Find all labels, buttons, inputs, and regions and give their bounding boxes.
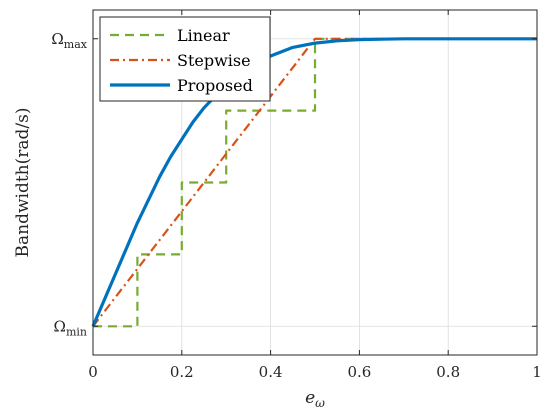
x-axis-label: eω — [305, 388, 325, 410]
x-tick-label: 0 — [88, 363, 98, 381]
series-line-linear — [93, 37, 537, 328]
legend: Linear Stepwise Proposed — [99, 16, 271, 102]
x-tick-label: 0.6 — [347, 363, 371, 381]
legend-label-stepwise: Stepwise — [177, 51, 251, 70]
x-tick-label: 1 — [532, 363, 542, 381]
y-tick-label: Ωmax — [51, 30, 87, 51]
legend-label-proposed: Proposed — [177, 76, 253, 95]
x-tick-label: 0.8 — [436, 363, 460, 381]
axes-frame — [92, 9, 538, 356]
legend-label-linear: Linear — [177, 26, 230, 45]
x-tick-label: 0.4 — [259, 363, 283, 381]
legend-box — [99, 16, 271, 102]
axis-ticks: 0 0.2 0.4 0.6 0.8 1 Ωmin Ωmax — [51, 10, 542, 381]
series-line-stepwise — [92, 37, 537, 327]
y-axis-label: Bandwidth(rad/s) — [13, 108, 33, 258]
x-tick-label: 0.2 — [170, 363, 194, 381]
y-tick-label: Ωmin — [54, 317, 87, 338]
